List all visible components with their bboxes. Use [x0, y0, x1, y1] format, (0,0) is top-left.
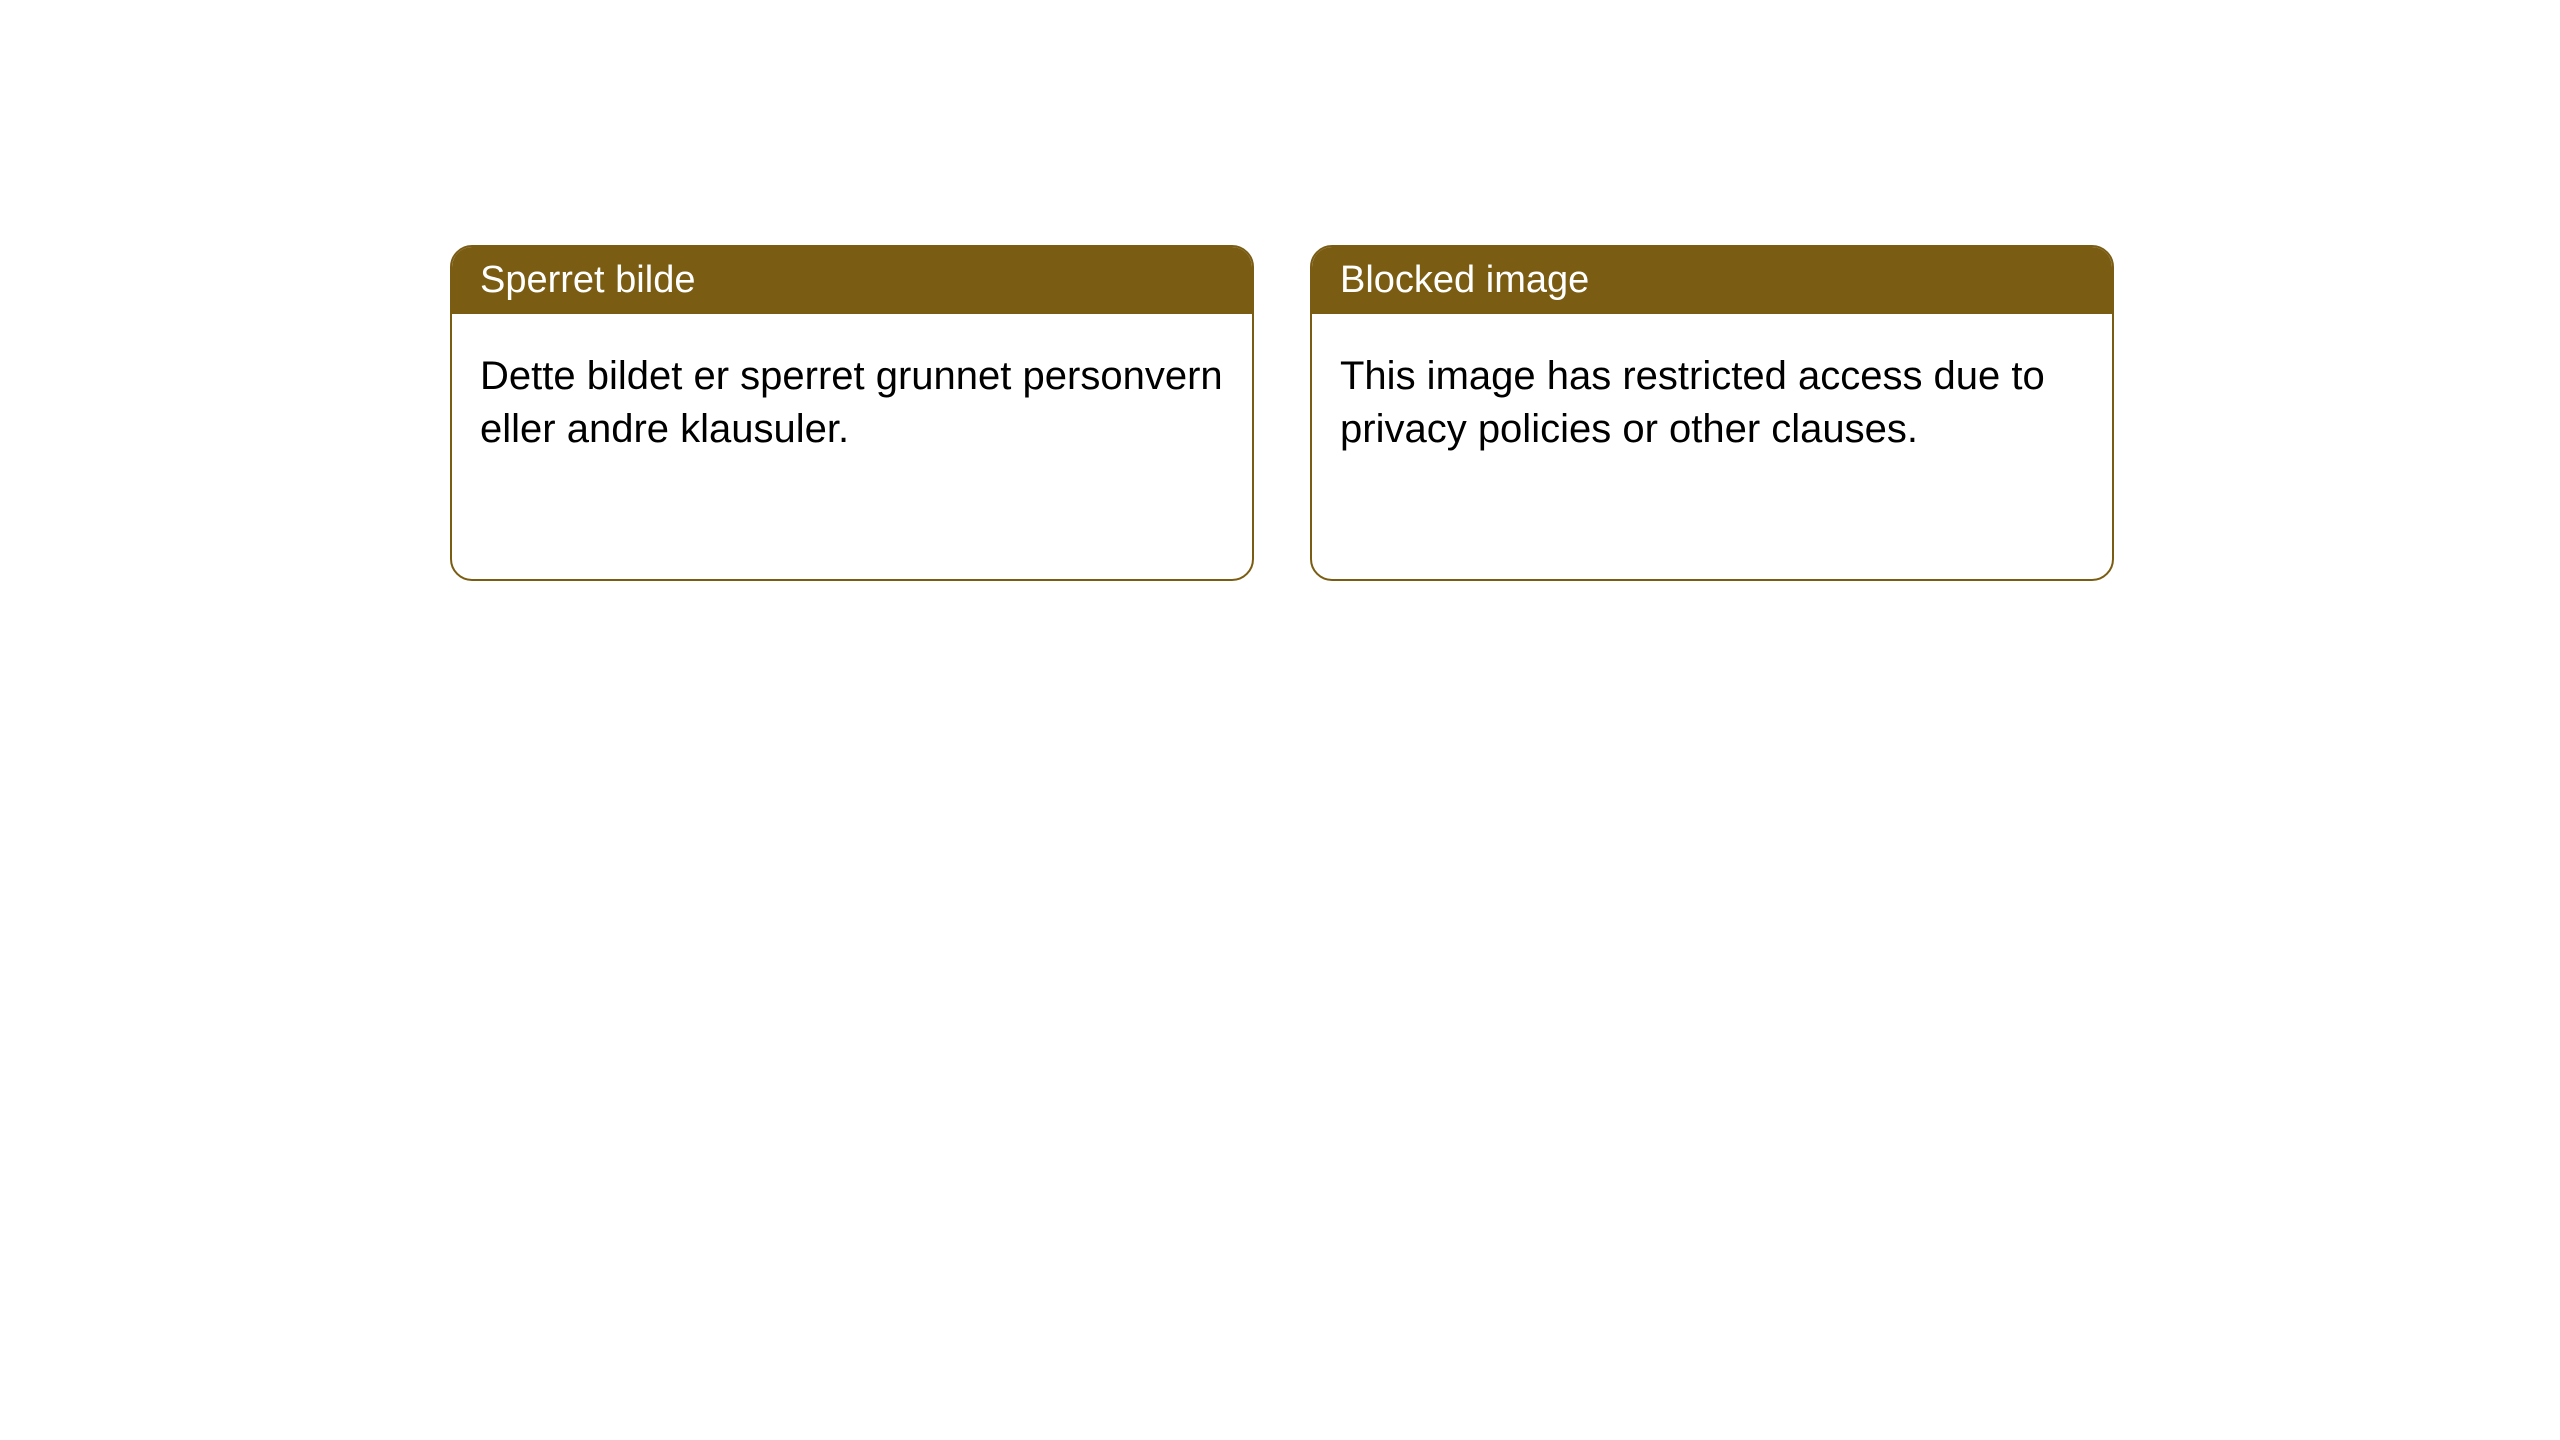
blocked-image-card-en: Blocked image This image has restricted … — [1310, 245, 2114, 581]
card-body: This image has restricted access due to … — [1312, 314, 2112, 492]
card-title: Sperret bilde — [480, 259, 695, 301]
notice-container: Sperret bilde Dette bildet er sperret gr… — [450, 245, 2114, 581]
card-body: Dette bildet er sperret grunnet personve… — [452, 314, 1252, 492]
card-header: Blocked image — [1312, 247, 2112, 314]
card-header: Sperret bilde — [452, 247, 1252, 314]
card-body-text: This image has restricted access due to … — [1340, 354, 2045, 451]
card-title: Blocked image — [1340, 259, 1589, 301]
blocked-image-card-no: Sperret bilde Dette bildet er sperret gr… — [450, 245, 1254, 581]
card-body-text: Dette bildet er sperret grunnet personve… — [480, 354, 1223, 451]
